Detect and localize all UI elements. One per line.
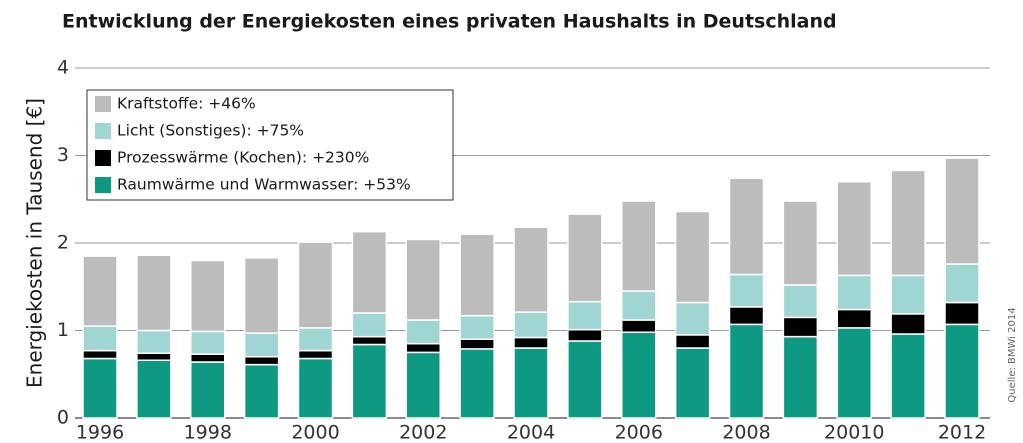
bar-segment: [890, 274, 926, 315]
bar-segment: [513, 347, 549, 419]
bar-segment: [190, 330, 226, 355]
bar-segment: [136, 329, 172, 354]
x-tick-label: 2004: [507, 422, 555, 443]
bar-segment: [890, 169, 926, 277]
y-tick-label: 2: [57, 232, 69, 254]
bar-segment: [836, 274, 872, 311]
x-tick-label: 1996: [76, 422, 124, 443]
bar-segment: [459, 338, 495, 350]
bar-segment: [82, 357, 118, 419]
bar-segment: [297, 241, 334, 329]
bar-segment: [82, 325, 118, 352]
bar-segment: [513, 226, 549, 313]
bar-segment: [82, 255, 118, 327]
bar-segment: [890, 333, 926, 419]
y-tick-label: 0: [57, 407, 69, 429]
x-tick-label: 2008: [722, 422, 770, 443]
y-axis-label: Energiekosten in Tausend [€]: [23, 98, 47, 388]
legend-swatch: [95, 96, 111, 112]
y-tick-label: 1: [57, 319, 69, 341]
bar-segment: [82, 349, 118, 360]
legend-label: Raumwärme und Warmwasser: +53%: [117, 176, 411, 194]
legend: Kraftstoffe: +46% Licht (Sonstiges): +75%…: [86, 89, 454, 201]
bar-segment: [405, 319, 441, 345]
bar-segment: [243, 356, 280, 366]
bar-segment: [944, 157, 980, 265]
x-tick-label: 2012: [938, 422, 986, 443]
bar-segment: [728, 273, 765, 308]
bar-segment: [459, 233, 495, 317]
bar-segment: [136, 352, 172, 361]
x-tick-label: 1998: [184, 422, 232, 443]
bar-segment: [243, 257, 280, 334]
bar-segment: [297, 357, 334, 419]
bar-segment: [782, 200, 819, 286]
bar-segment: [674, 210, 711, 304]
bar-segment: [567, 340, 603, 419]
bar-segment: [728, 177, 765, 276]
bar-segment: [136, 359, 172, 419]
y-tick-label: 4: [57, 57, 69, 79]
bar-segment: [567, 328, 603, 342]
bar-segment: [567, 300, 603, 331]
bar-segment: [190, 353, 226, 363]
bar-segment: [567, 213, 603, 303]
bar-segment: [243, 363, 280, 419]
bar-segment: [351, 343, 388, 419]
bar-segment: [351, 335, 388, 346]
bar-segment: [782, 316, 819, 338]
legend-label: Prozesswärme (Kochen): +230%: [117, 149, 369, 167]
bar-segment: [728, 323, 765, 419]
legend-box: [86, 89, 454, 201]
legend-swatch: [95, 123, 111, 139]
x-tick-label: 2006: [615, 422, 663, 443]
x-tick-label: 2002: [399, 422, 447, 443]
bar-segment: [405, 351, 441, 419]
bar-segment: [513, 336, 549, 349]
bar-segment: [621, 319, 657, 333]
bar-segment: [297, 349, 334, 360]
bar-segment: [190, 259, 226, 333]
bar-segment: [405, 238, 441, 321]
bar-segment: [621, 200, 657, 292]
bar-segment: [351, 312, 388, 338]
bar-segment: [674, 347, 711, 419]
bar-segment: [836, 181, 872, 277]
bar-segment: [944, 323, 980, 419]
bar-segment: [513, 311, 549, 339]
bar-segment: [190, 361, 226, 419]
bar-segment: [297, 327, 334, 352]
bar-segment: [890, 313, 926, 335]
legend-swatch: [95, 177, 111, 193]
bar-segment: [674, 301, 711, 336]
chart-title: Entwicklung der Energiekosten eines priv…: [62, 11, 837, 33]
x-tick-label: 2000: [291, 422, 339, 443]
y-tick-label: 3: [57, 144, 69, 166]
bar-segment: [405, 342, 441, 354]
x-tick-label: 20010: [824, 422, 884, 443]
bar-segment: [944, 301, 980, 326]
bar-segment: [782, 284, 819, 319]
bar-segment: [459, 348, 495, 419]
bar-segment: [351, 230, 388, 314]
bar-segment: [782, 335, 819, 419]
bar-segment: [136, 254, 172, 332]
legend-label: Licht (Sonstiges): +75%: [117, 122, 304, 140]
legend-label: Kraftstoffe: +46%: [117, 95, 256, 113]
bar-segment: [836, 308, 872, 329]
bar-segment: [243, 332, 280, 358]
bar-segment: [621, 290, 657, 321]
bar-segment: [728, 306, 765, 326]
bar-segment: [459, 314, 495, 340]
bar-segment: [674, 334, 711, 349]
bar-segment: [836, 327, 872, 419]
legend-swatch: [95, 150, 111, 166]
bar-segment: [621, 331, 657, 419]
bar-segment: [944, 263, 980, 304]
source: Quelle: BMWi 2014: [1007, 307, 1018, 402]
